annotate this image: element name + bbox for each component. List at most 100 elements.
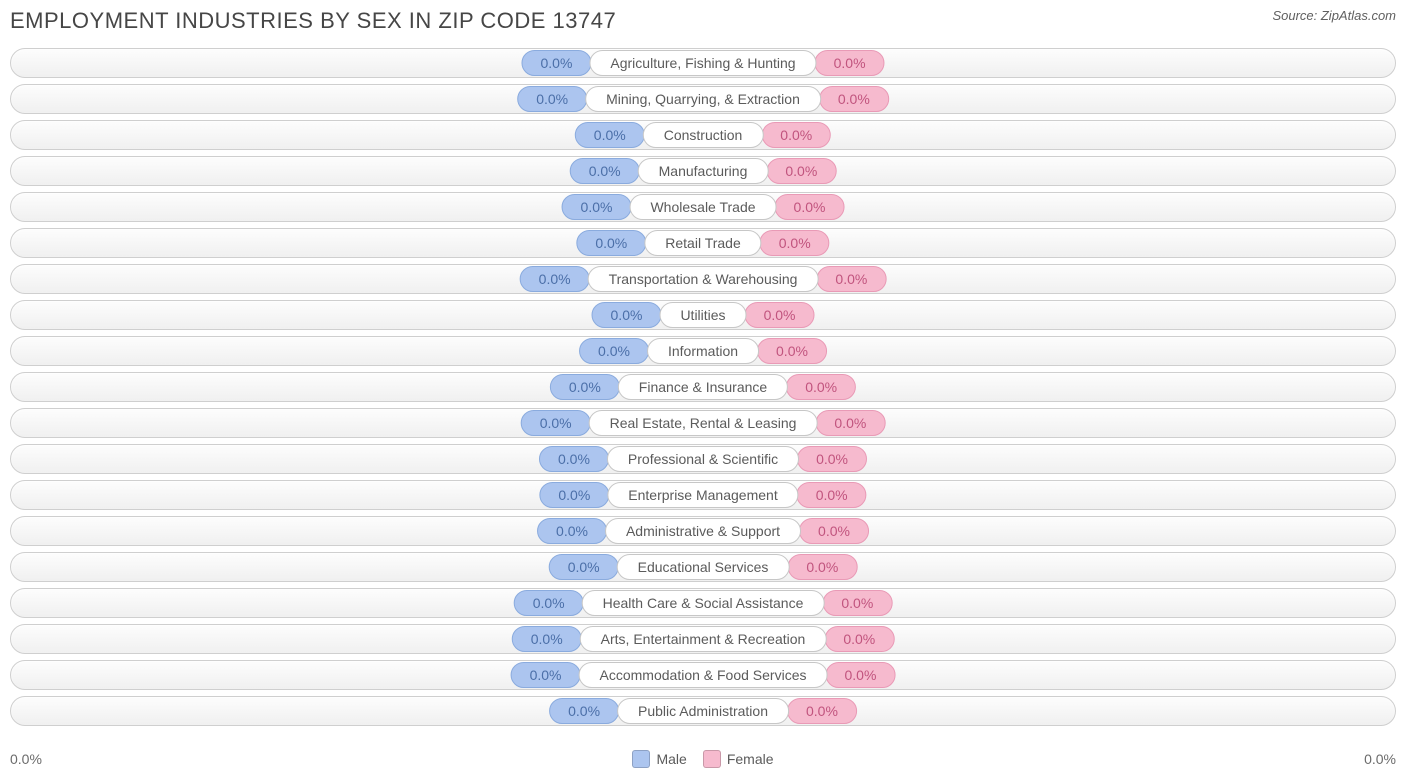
chart-row: 0.0%Retail Trade0.0%: [10, 226, 1396, 260]
chart-row: 0.0%Manufacturing0.0%: [10, 154, 1396, 188]
chart-row: 0.0%Transportation & Warehousing0.0%: [10, 262, 1396, 296]
chart-row: 0.0%Finance & Insurance0.0%: [10, 370, 1396, 404]
male-value-pill: 0.0%: [517, 86, 587, 112]
row-content: 0.0%Retail Trade0.0%: [576, 230, 829, 256]
female-value-pill: 0.0%: [787, 698, 857, 724]
row-content: 0.0%Construction0.0%: [575, 122, 831, 148]
chart-row: 0.0%Real Estate, Rental & Leasing0.0%: [10, 406, 1396, 440]
axis-right-label: 0.0%: [1364, 751, 1396, 767]
chart-row: 0.0%Information0.0%: [10, 334, 1396, 368]
category-label-pill: Health Care & Social Assistance: [582, 590, 825, 616]
male-value-pill: 0.0%: [539, 446, 609, 472]
chart-source: Source: ZipAtlas.com: [1272, 8, 1396, 23]
male-value-pill: 0.0%: [550, 374, 620, 400]
legend: Male Female: [632, 750, 773, 768]
male-value-pill: 0.0%: [512, 626, 582, 652]
chart-title: EMPLOYMENT INDUSTRIES BY SEX IN ZIP CODE…: [10, 8, 616, 34]
category-label-pill: Professional & Scientific: [607, 446, 799, 472]
category-label-pill: Real Estate, Rental & Leasing: [589, 410, 818, 436]
chart-body: 0.0%Agriculture, Fishing & Hunting0.0%0.…: [10, 46, 1396, 728]
axis-left-label: 0.0%: [10, 751, 42, 767]
male-value-pill: 0.0%: [592, 302, 662, 328]
category-label-pill: Mining, Quarrying, & Extraction: [585, 86, 821, 112]
chart-row: 0.0%Educational Services0.0%: [10, 550, 1396, 584]
category-label-pill: Wholesale Trade: [629, 194, 776, 220]
chart-header: EMPLOYMENT INDUSTRIES BY SEX IN ZIP CODE…: [10, 8, 1396, 34]
chart-row: 0.0%Utilities0.0%: [10, 298, 1396, 332]
legend-male-label: Male: [656, 751, 686, 767]
male-value-pill: 0.0%: [539, 482, 609, 508]
legend-female: Female: [703, 750, 774, 768]
category-label-pill: Manufacturing: [638, 158, 769, 184]
chart-row: 0.0%Wholesale Trade0.0%: [10, 190, 1396, 224]
female-value-pill: 0.0%: [775, 194, 845, 220]
chart-row: 0.0%Construction0.0%: [10, 118, 1396, 152]
row-content: 0.0%Educational Services0.0%: [549, 554, 858, 580]
chart-footer: 0.0% Male Female 0.0%: [10, 750, 1396, 768]
male-value-pill: 0.0%: [521, 410, 591, 436]
female-value-pill: 0.0%: [766, 158, 836, 184]
row-content: 0.0%Real Estate, Rental & Leasing0.0%: [521, 410, 886, 436]
female-value-pill: 0.0%: [786, 374, 856, 400]
category-label-pill: Finance & Insurance: [618, 374, 788, 400]
chart-row: 0.0%Accommodation & Food Services0.0%: [10, 658, 1396, 692]
category-label-pill: Arts, Entertainment & Recreation: [580, 626, 827, 652]
row-content: 0.0%Information0.0%: [579, 338, 827, 364]
female-value-pill: 0.0%: [760, 230, 830, 256]
female-value-pill: 0.0%: [816, 266, 886, 292]
chart-row: 0.0%Professional & Scientific0.0%: [10, 442, 1396, 476]
female-value-pill: 0.0%: [787, 554, 857, 580]
row-content: 0.0%Accommodation & Food Services0.0%: [511, 662, 896, 688]
legend-male: Male: [632, 750, 686, 768]
legend-female-swatch: [703, 750, 721, 768]
chart-row: 0.0%Administrative & Support0.0%: [10, 514, 1396, 548]
male-value-pill: 0.0%: [537, 518, 607, 544]
chart-row: 0.0%Mining, Quarrying, & Extraction0.0%: [10, 82, 1396, 116]
category-label-pill: Construction: [643, 122, 764, 148]
female-value-pill: 0.0%: [797, 446, 867, 472]
row-content: 0.0%Utilities0.0%: [592, 302, 815, 328]
row-content: 0.0%Public Administration0.0%: [549, 698, 857, 724]
category-label-pill: Information: [647, 338, 759, 364]
category-label-pill: Agriculture, Fishing & Hunting: [589, 50, 816, 76]
female-value-pill: 0.0%: [757, 338, 827, 364]
row-content: 0.0%Finance & Insurance0.0%: [550, 374, 856, 400]
female-value-pill: 0.0%: [824, 626, 894, 652]
male-value-pill: 0.0%: [570, 158, 640, 184]
female-value-pill: 0.0%: [761, 122, 831, 148]
chart-row: 0.0%Agriculture, Fishing & Hunting0.0%: [10, 46, 1396, 80]
row-content: 0.0%Transportation & Warehousing0.0%: [520, 266, 887, 292]
category-label-pill: Enterprise Management: [607, 482, 798, 508]
female-value-pill: 0.0%: [819, 86, 889, 112]
chart-row: 0.0%Enterprise Management0.0%: [10, 478, 1396, 512]
row-content: 0.0%Manufacturing0.0%: [570, 158, 837, 184]
male-value-pill: 0.0%: [575, 122, 645, 148]
category-label-pill: Retail Trade: [644, 230, 761, 256]
male-value-pill: 0.0%: [579, 338, 649, 364]
female-value-pill: 0.0%: [825, 662, 895, 688]
chart-row: 0.0%Arts, Entertainment & Recreation0.0%: [10, 622, 1396, 656]
category-label-pill: Accommodation & Food Services: [579, 662, 828, 688]
male-value-pill: 0.0%: [549, 554, 619, 580]
male-value-pill: 0.0%: [562, 194, 632, 220]
male-value-pill: 0.0%: [520, 266, 590, 292]
male-value-pill: 0.0%: [511, 662, 581, 688]
male-value-pill: 0.0%: [521, 50, 591, 76]
row-content: 0.0%Mining, Quarrying, & Extraction0.0%: [517, 86, 889, 112]
female-value-pill: 0.0%: [799, 518, 869, 544]
female-value-pill: 0.0%: [815, 50, 885, 76]
chart-row: 0.0%Public Administration0.0%: [10, 694, 1396, 728]
female-value-pill: 0.0%: [815, 410, 885, 436]
category-label-pill: Utilities: [659, 302, 746, 328]
row-content: 0.0%Wholesale Trade0.0%: [562, 194, 845, 220]
category-label-pill: Educational Services: [617, 554, 790, 580]
male-value-pill: 0.0%: [549, 698, 619, 724]
female-value-pill: 0.0%: [745, 302, 815, 328]
category-label-pill: Public Administration: [617, 698, 789, 724]
female-value-pill: 0.0%: [797, 482, 867, 508]
male-value-pill: 0.0%: [576, 230, 646, 256]
category-label-pill: Administrative & Support: [605, 518, 801, 544]
row-content: 0.0%Agriculture, Fishing & Hunting0.0%: [521, 50, 884, 76]
legend-female-label: Female: [727, 751, 774, 767]
row-content: 0.0%Arts, Entertainment & Recreation0.0%: [512, 626, 895, 652]
